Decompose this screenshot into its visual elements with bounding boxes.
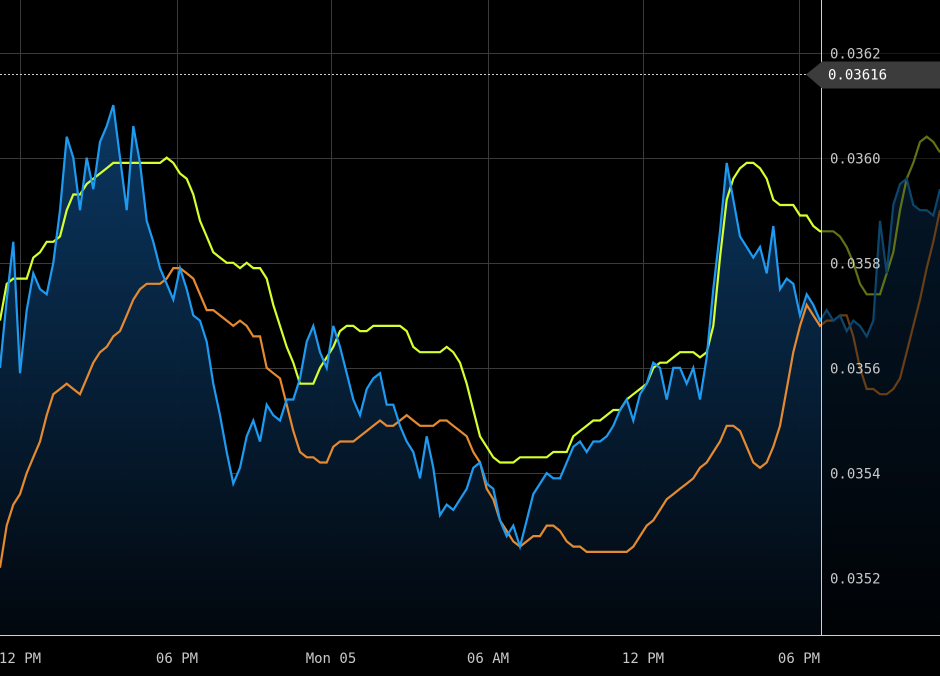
upper-band-line xyxy=(0,135,940,464)
y-tick-label: 0.0358 xyxy=(830,257,881,273)
x-tick-label: 12 PM xyxy=(622,651,664,667)
x-tick-label: 06 PM xyxy=(778,651,820,667)
x-axis-ticks: 12 PM 06 PM Mon 05 06 AM 12 PM 06 PM xyxy=(0,651,820,667)
current-value-tag xyxy=(806,61,940,89)
y-tick-label: 0.0352 xyxy=(830,572,881,588)
price-line xyxy=(0,104,940,551)
future-shade xyxy=(822,0,940,636)
current-value-marker: 0.03616 xyxy=(0,61,940,89)
x-tick-label: 12 PM xyxy=(0,651,41,667)
price-area-fill xyxy=(0,105,940,637)
y-tick-label: 0.0360 xyxy=(830,152,881,168)
lower-band-line xyxy=(0,209,940,568)
current-value-label: 0.03616 xyxy=(828,68,887,84)
y-tick-label: 0.0356 xyxy=(830,362,881,378)
y-axis-ticks: 0.0362 0.0360 0.0358 0.0356 0.0354 0.0352 xyxy=(830,47,881,588)
y-tick-label: 0.0362 xyxy=(830,47,881,63)
x-tick-label: Mon 05 xyxy=(306,651,357,667)
y-tick-label: 0.0354 xyxy=(830,467,881,483)
x-tick-label: 06 PM xyxy=(156,651,198,667)
x-tick-label: 06 AM xyxy=(467,651,509,667)
